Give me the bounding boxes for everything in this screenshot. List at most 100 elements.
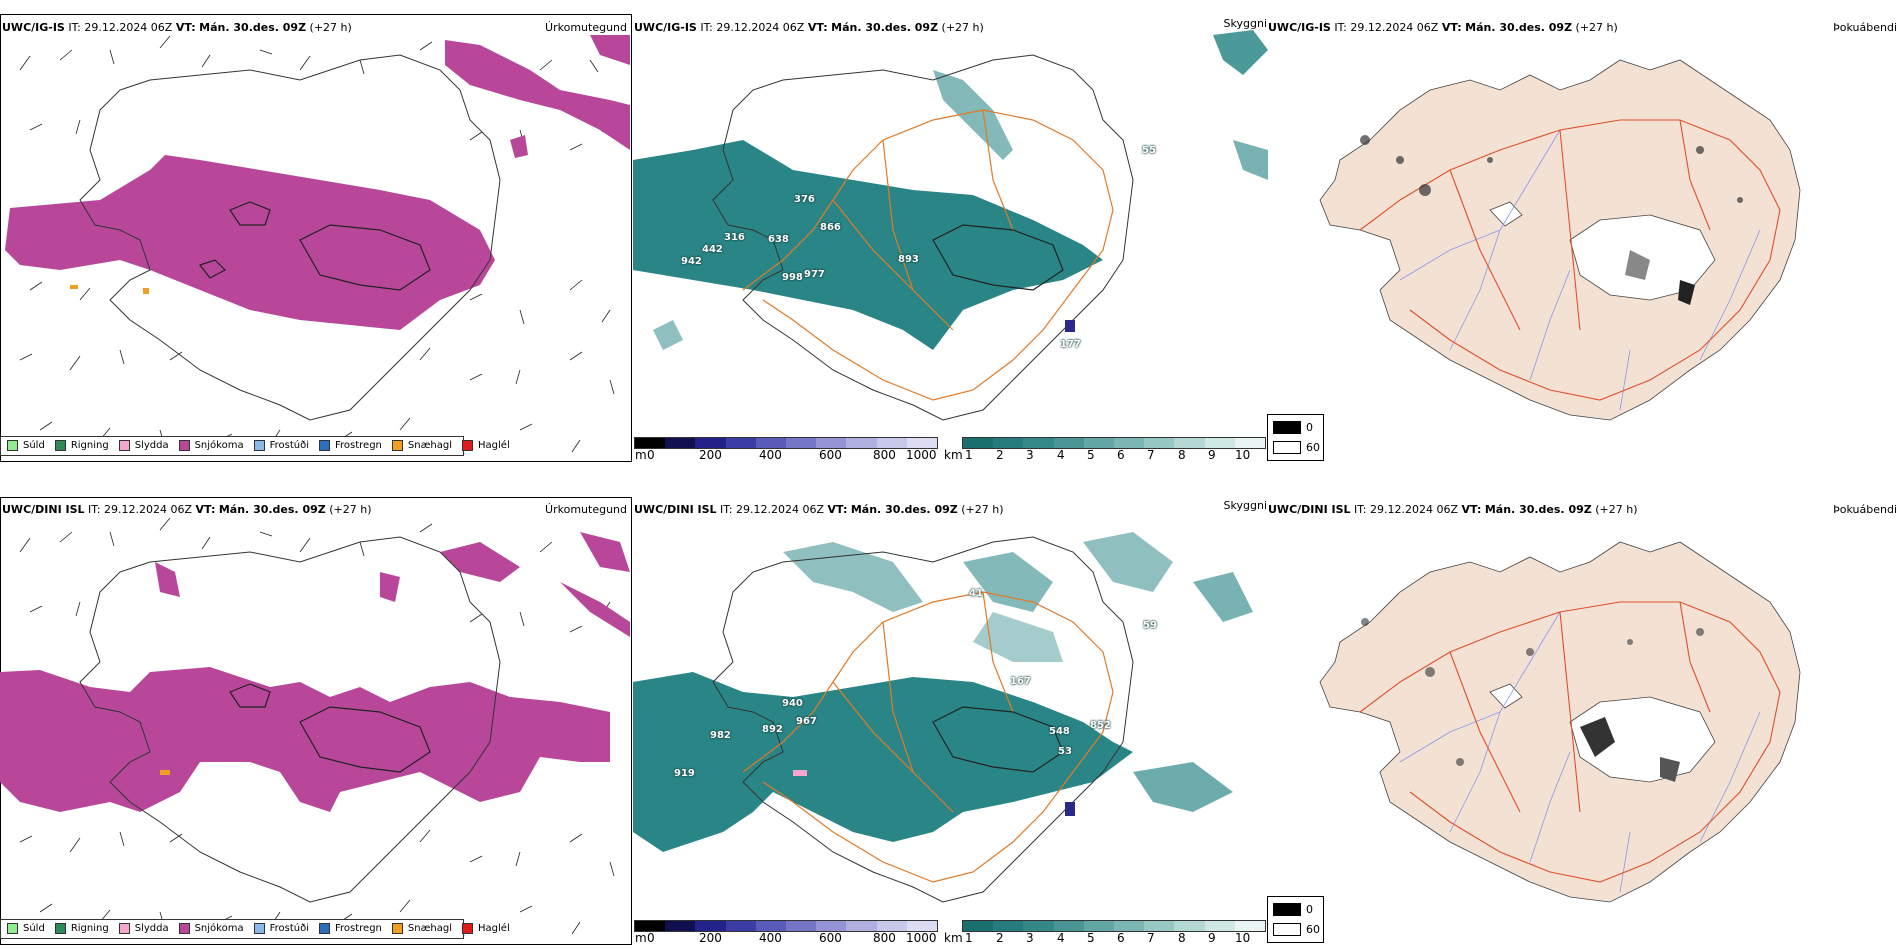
legend-swatch bbox=[319, 923, 330, 934]
legend-label: Frostregn bbox=[335, 440, 382, 451]
lead-time: (+27 h) bbox=[1595, 503, 1638, 516]
fog-map-2 bbox=[1319, 541, 1801, 903]
legend-label: Slydda bbox=[134, 923, 169, 934]
legend-label: Snæhagl bbox=[407, 440, 453, 451]
vt-label: VT: bbox=[827, 503, 848, 516]
cb-seg bbox=[665, 438, 696, 448]
cb-tick: 200 bbox=[699, 931, 722, 945]
vis-label: 55 bbox=[1142, 145, 1156, 156]
legend-label: Haglél bbox=[478, 923, 510, 934]
vis-label: 41 bbox=[969, 588, 983, 599]
vis-label: 977 bbox=[804, 269, 825, 280]
legend-label: Rigning bbox=[70, 440, 109, 451]
graupel-patch bbox=[143, 288, 149, 294]
vis-label: 167 bbox=[1010, 676, 1031, 687]
coastline bbox=[712, 536, 1134, 903]
glacier-outlines bbox=[932, 224, 1064, 291]
legend-swatch bbox=[7, 923, 18, 934]
vt-value: Mán. 30.des. 09Z bbox=[199, 21, 307, 34]
legend-item-graupel: Snæhagl bbox=[391, 923, 452, 934]
glacier-outlines bbox=[932, 706, 1064, 773]
fog-spots bbox=[1360, 135, 1743, 203]
vis-label: 942 bbox=[681, 256, 702, 267]
cb-tick: 400 bbox=[759, 448, 782, 462]
cb-seg bbox=[876, 438, 907, 448]
vt-label: VT: bbox=[1441, 21, 1462, 34]
legend-swatch bbox=[462, 440, 474, 451]
legend-item-hail: Haglél bbox=[462, 440, 510, 451]
cb-seg bbox=[846, 438, 877, 448]
precip-title-1: Úrkomutegund bbox=[545, 21, 627, 34]
fog-swatch-black bbox=[1273, 421, 1301, 434]
legend-swatch bbox=[178, 923, 190, 934]
cb-tick: 7 bbox=[1147, 448, 1155, 462]
cb-seg bbox=[906, 921, 938, 931]
cb-tick: 800 bbox=[873, 931, 896, 945]
precip-map-1 bbox=[5, 35, 630, 455]
low-cloud-patch bbox=[1065, 320, 1075, 332]
it-label: IT: bbox=[68, 21, 81, 34]
legend-label: Slydda bbox=[134, 440, 169, 451]
legend-swatch bbox=[391, 923, 403, 934]
legend-item-freezing-rain: Frostregn bbox=[319, 923, 382, 934]
vt-label: VT: bbox=[807, 21, 828, 34]
model-name: UWC/DINI ISL bbox=[1268, 503, 1351, 516]
vt-value: Mán. 30.des. 09Z bbox=[1465, 21, 1573, 34]
fog-legend-label: 60 bbox=[1306, 441, 1320, 454]
it-value: 29.12.2024 06Z bbox=[716, 21, 805, 34]
vt-label: VT: bbox=[1461, 503, 1482, 516]
cb-seg bbox=[876, 921, 907, 931]
cb-seg bbox=[1083, 438, 1115, 448]
fog-legend-label: 0 bbox=[1306, 903, 1313, 916]
cb-tick: 4 bbox=[1057, 931, 1065, 945]
snow-area bbox=[0, 532, 630, 812]
cb-seg bbox=[725, 921, 756, 931]
vis-label: 919 bbox=[674, 768, 695, 779]
legend-item-rain: Rigning bbox=[54, 440, 109, 451]
cb-seg bbox=[816, 921, 847, 931]
visibility-field bbox=[633, 532, 1253, 852]
cb-seg bbox=[1023, 438, 1054, 448]
header-fog-1: UWC/IG-IS IT: 29.12.2024 06Z VT: Mán. 30… bbox=[1268, 21, 1618, 34]
cb-seg bbox=[1053, 438, 1084, 448]
visibility-title-1: Skyggni bbox=[1223, 17, 1267, 30]
legend-swatch bbox=[118, 923, 130, 934]
legend-label: Súld bbox=[23, 440, 45, 451]
cb-seg bbox=[1083, 921, 1115, 931]
legend-label: Súld bbox=[23, 923, 45, 934]
sleet-patch bbox=[793, 770, 807, 776]
cb-seg bbox=[993, 438, 1024, 448]
legend-swatch bbox=[253, 923, 265, 934]
rivers bbox=[1399, 129, 1761, 411]
cb-tick: 4 bbox=[1057, 448, 1065, 462]
model-name: UWC/IG-IS bbox=[634, 21, 697, 34]
cb-tick: 6 bbox=[1117, 448, 1125, 462]
vt-value: Mán. 30.des. 09Z bbox=[831, 21, 939, 34]
cb-tick: 2 bbox=[996, 931, 1004, 945]
roads bbox=[1359, 119, 1781, 401]
fog-legend-label: 0 bbox=[1306, 421, 1313, 434]
header-visibility-1: UWC/IG-IS IT: 29.12.2024 06Z VT: Mán. 30… bbox=[634, 21, 984, 34]
visibility-colorbar-1 bbox=[962, 437, 1266, 449]
model-name: UWC/DINI ISL bbox=[634, 503, 717, 516]
vis-label: 892 bbox=[762, 724, 783, 735]
cb-tick: 8 bbox=[1178, 448, 1186, 462]
cb-seg bbox=[846, 921, 877, 931]
legend-label: Frostúði bbox=[269, 440, 309, 451]
precip-legend-1: Súld Rigning Slydda Snjókoma Frostúði Fr… bbox=[0, 436, 510, 456]
cb-tick: 1000 bbox=[906, 931, 937, 945]
cb-tick: 9 bbox=[1208, 931, 1216, 945]
legend-label: Haglél bbox=[478, 440, 510, 451]
cb-tick: 600 bbox=[819, 448, 842, 462]
fog-swatch-white bbox=[1273, 441, 1301, 454]
cb-seg bbox=[786, 921, 817, 931]
cb-tick: 9 bbox=[1208, 448, 1216, 462]
lead-time: (+27 h) bbox=[941, 21, 984, 34]
graupel-patch bbox=[70, 285, 78, 289]
precip-title-2: Úrkomutegund bbox=[545, 503, 627, 516]
rivers bbox=[1399, 611, 1761, 893]
legend-item-drizzle: Súld bbox=[7, 440, 45, 451]
cb-tick: 10 bbox=[1235, 931, 1251, 945]
precip-map-2 bbox=[0, 517, 630, 937]
land-mass bbox=[1319, 541, 1801, 903]
